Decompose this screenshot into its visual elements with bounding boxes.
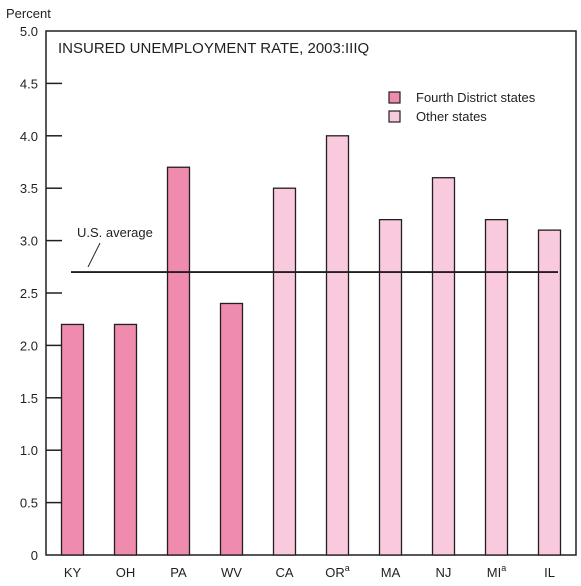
- y-axis-label: Percent: [6, 6, 51, 21]
- bar-ma: [378, 218, 403, 556]
- bar-il: [537, 229, 562, 556]
- bar-oh: [113, 323, 138, 556]
- chart-title: INSURED UNEMPLOYMENT RATE, 2003:IIIQ: [58, 40, 369, 57]
- y-tick-label: 0.5: [20, 496, 38, 511]
- y-tick-label: 1.5: [20, 391, 38, 406]
- bar-or: [325, 135, 350, 556]
- x-tick-label: CA: [275, 565, 293, 580]
- legend-label: Fourth District states: [416, 90, 536, 105]
- y-tick-label: 4.5: [20, 76, 38, 91]
- y-tick-label: 1.0: [20, 443, 38, 458]
- bar-nj: [431, 177, 456, 556]
- y-tick-label: 2.5: [20, 286, 38, 301]
- us-average-leader: [87, 242, 101, 268]
- x-tick-label: NJ: [436, 565, 452, 580]
- x-tick-label: KY: [64, 565, 82, 580]
- y-tick-label: 5.0: [20, 24, 38, 39]
- x-tick-label: ORa: [325, 563, 350, 580]
- legend: Fourth District states Other states: [388, 90, 536, 124]
- x-tick-label: PA: [170, 565, 187, 580]
- x-tick-label: IL: [544, 565, 555, 580]
- y-tick-label: 2.0: [20, 338, 38, 353]
- bar-ca: [272, 187, 297, 556]
- y-tick-label: 4.0: [20, 129, 38, 144]
- bar-pa: [166, 166, 191, 556]
- bars: [60, 135, 562, 556]
- x-axis: KY OH PA WV CA ORa MA NJ MIa IL: [64, 563, 555, 580]
- x-tick-label: WV: [221, 565, 242, 580]
- y-axis: 0 0.5 1.0 1.5 2.0 2.5 3.0 3.5 4.0 4.5 5.0: [20, 24, 62, 563]
- y-tick-label: 3.5: [20, 181, 38, 196]
- legend-label: Other states: [416, 109, 487, 124]
- bar-ky: [60, 323, 85, 556]
- legend-swatch: [388, 91, 401, 104]
- us-average-label: U.S. average: [77, 225, 153, 240]
- reference-line-group: U.S. average: [71, 225, 558, 273]
- x-tick-label: MIa: [487, 563, 506, 580]
- x-tick-label: MA: [381, 565, 401, 580]
- bar-mi: [484, 218, 509, 556]
- bar-wv: [219, 302, 244, 556]
- y-tick-label: 3.0: [20, 234, 38, 249]
- legend-swatch: [388, 110, 401, 123]
- x-tick-label: OH: [116, 565, 136, 580]
- y-tick-label: 0: [31, 548, 38, 563]
